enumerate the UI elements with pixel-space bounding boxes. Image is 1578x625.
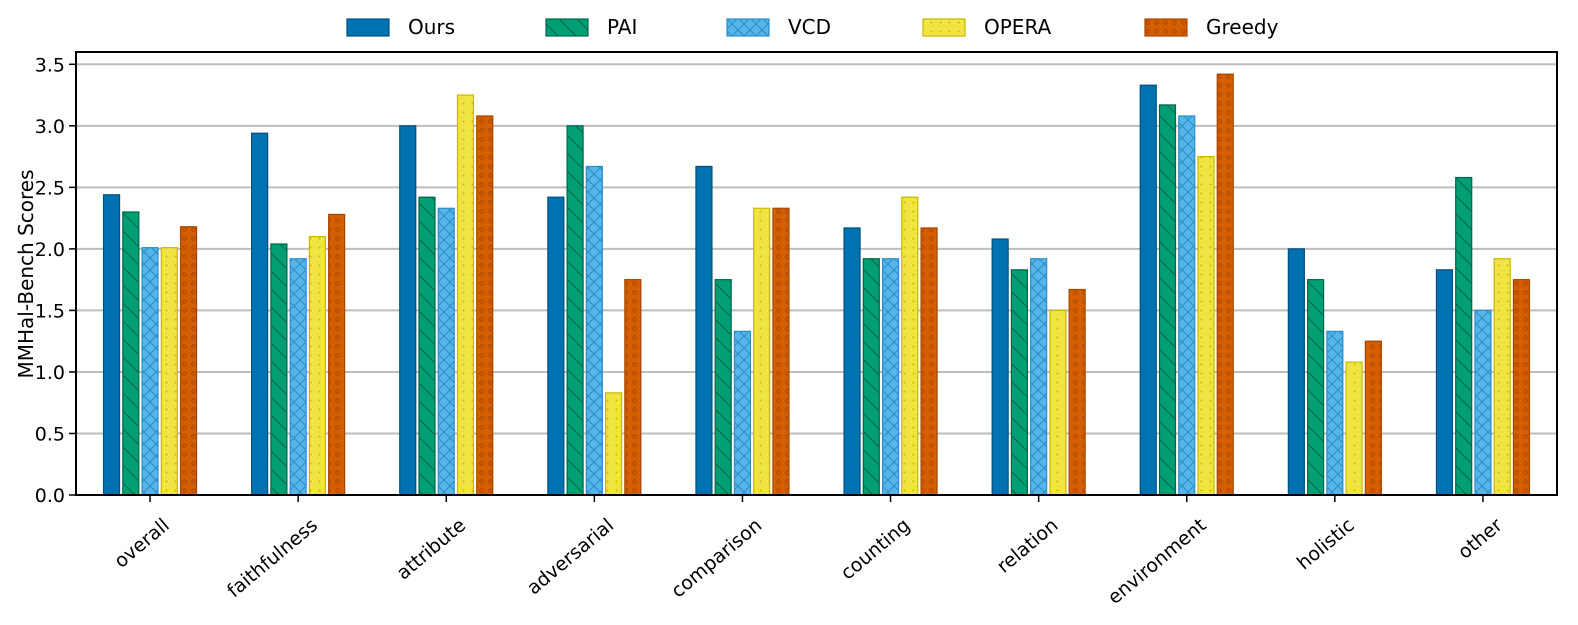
bar-ours-faithfulness	[251, 133, 268, 495]
legend-label-vcd: VCD	[788, 15, 831, 39]
bar-ours-counting	[844, 227, 861, 495]
bar-vcd-environment-hatch	[1178, 115, 1195, 495]
bar-pai-overall-hatch	[122, 211, 139, 495]
x-tick-label-comparison: comparison	[667, 514, 766, 602]
bar-ours-other	[1436, 269, 1453, 495]
y-tick-label: 3.0	[35, 116, 65, 138]
bar-vcd-overall-hatch	[142, 247, 159, 495]
bar-greedy-other-hatch	[1513, 279, 1530, 495]
bar-vcd-attribute-hatch	[438, 208, 455, 495]
x-tick-label-holistic: holistic	[1293, 514, 1359, 574]
x-tick-label-adversarial: adversarial	[523, 514, 618, 599]
bar-vcd-relation-hatch	[1030, 258, 1047, 495]
bar-ours-holistic	[1288, 248, 1305, 495]
axes	[69, 51, 1558, 502]
y-tick-label: 0.0	[35, 485, 65, 507]
y-axis-title: MMHal-Bench Scores	[14, 169, 38, 378]
legend-label-pai: PAI	[607, 15, 637, 39]
y-tick-label: 1.5	[35, 300, 65, 322]
bar-opera-adversarial-hatch	[605, 392, 622, 495]
y-tick-label: 1.0	[35, 362, 65, 384]
bar-ours-adversarial	[547, 197, 564, 495]
x-tick-label-environment: environment	[1104, 514, 1211, 609]
legend-swatch-greedy-hatch	[1145, 19, 1187, 36]
bar-opera-relation-hatch	[1049, 310, 1066, 495]
x-tick-label-relation: relation	[993, 514, 1063, 577]
y-tick-label: 2.5	[35, 177, 65, 199]
bar-greedy-adversarial-hatch	[624, 279, 641, 495]
bar-greedy-comparison-hatch	[772, 208, 789, 495]
bar-opera-faithfulness-hatch	[309, 236, 326, 496]
y-tick-label: 3.5	[35, 54, 65, 76]
bar-greedy-holistic-hatch	[1365, 341, 1382, 495]
legend-swatch-opera-hatch	[923, 19, 965, 36]
bar-greedy-attribute-hatch	[476, 115, 493, 495]
x-tick-label-faithfulness: faithfulness	[223, 514, 322, 602]
bar-ours-relation	[992, 239, 1009, 495]
bar-greedy-faithfulness-hatch	[328, 214, 345, 495]
bar-opera-holistic-hatch	[1346, 362, 1363, 495]
bar-pai-other-hatch	[1455, 177, 1472, 495]
bar-greedy-relation-hatch	[1069, 289, 1086, 495]
legend-swatch-opera-edge	[922, 18, 966, 37]
bar-ours-attribute	[399, 125, 416, 495]
bar-ours-overall	[103, 194, 120, 495]
bar-ours-comparison	[695, 166, 712, 496]
legend-label-greedy: Greedy	[1206, 15, 1279, 39]
bar-pai-faithfulness-hatch	[270, 243, 287, 495]
bar-pai-adversarial-hatch	[567, 125, 584, 495]
legend-swatch-greedy-edge	[1144, 18, 1188, 37]
bar-pai-attribute-hatch	[419, 197, 435, 495]
bar-opera-overall-hatch	[161, 247, 178, 495]
legend-swatch-ours	[347, 19, 389, 36]
bar-ours-environment	[1140, 85, 1157, 495]
x-tick-label-attribute: attribute	[392, 514, 470, 584]
bar-pai-comparison-hatch	[715, 279, 732, 495]
bar-greedy-overall-hatch	[180, 226, 197, 495]
bar-vcd-holistic-hatch	[1326, 331, 1343, 495]
legend-swatch-pai-hatch	[546, 19, 588, 36]
y-tick-label: 0.5	[35, 423, 65, 445]
legend: Ours PAI VCD OPERA Greedy	[346, 15, 1279, 39]
bar-opera-environment-hatch	[1198, 156, 1214, 495]
bar-vcd-comparison-hatch	[734, 331, 751, 495]
legend-swatch-ours-edge	[346, 18, 390, 37]
legend-swatch-pai-edge	[545, 18, 589, 37]
bar-pai-environment-hatch	[1159, 104, 1176, 496]
x-tick-label-counting: counting	[837, 514, 915, 584]
bar-pai-relation-hatch	[1011, 269, 1028, 495]
bar-vcd-faithfulness-hatch	[290, 258, 307, 495]
x-tick-label-overall: overall	[110, 514, 174, 572]
bar-vcd-counting-hatch	[882, 258, 899, 495]
y-tick-label: 2.0	[35, 239, 65, 261]
legend-swatch-vcd-hatch	[727, 19, 769, 36]
bar-vcd-adversarial-hatch	[586, 166, 603, 496]
legend-swatch-vcd-edge	[726, 18, 770, 37]
legend-label-ours: Ours	[408, 15, 455, 39]
bar-opera-attribute-hatch	[457, 95, 474, 495]
legend-label-opera: OPERA	[984, 15, 1052, 39]
bar-pai-holistic-hatch	[1307, 279, 1324, 495]
bar-greedy-counting-hatch	[921, 227, 938, 495]
bar-pai-counting-hatch	[863, 258, 880, 495]
bar-opera-counting-hatch	[901, 197, 918, 495]
plot-frame	[75, 51, 1558, 496]
bar-opera-other-hatch	[1494, 258, 1511, 495]
bars	[102, 73, 1531, 496]
bar-vcd-other-hatch	[1474, 310, 1491, 495]
x-tick-label-other: other	[1454, 514, 1507, 564]
bar-opera-comparison-hatch	[753, 208, 770, 495]
bar-greedy-environment-hatch	[1217, 74, 1234, 496]
